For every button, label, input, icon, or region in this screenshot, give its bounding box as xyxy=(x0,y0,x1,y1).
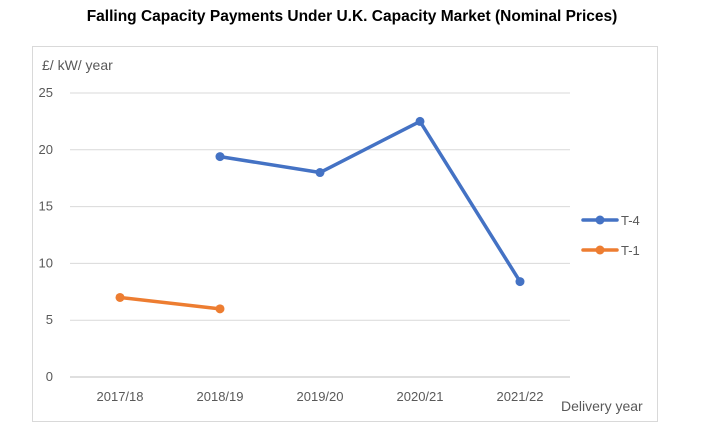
chart-frame xyxy=(32,46,658,422)
y-tick-label: 20 xyxy=(39,142,53,157)
x-axis-label: Delivery year xyxy=(561,398,643,414)
data-point-t-4 xyxy=(515,277,525,287)
series-line-t-4 xyxy=(218,119,522,284)
y-axis-label: £/ kW/ year xyxy=(42,57,113,73)
x-tick-label: 2019/20 xyxy=(297,389,344,404)
legend-marker-t-4 xyxy=(595,215,605,225)
y-tick-label: 5 xyxy=(46,312,53,327)
data-point-t-4 xyxy=(415,116,425,126)
y-tick-label: 25 xyxy=(39,85,53,100)
data-point-t-1 xyxy=(115,292,125,302)
legend-marker-t-1 xyxy=(595,245,605,255)
y-tick-label: 15 xyxy=(39,199,53,214)
data-point-t-1 xyxy=(215,304,225,314)
x-tick-label: 2021/22 xyxy=(497,389,544,404)
legend-label-t-4: T-4 xyxy=(621,213,640,228)
y-tick-label: 0 xyxy=(46,369,53,384)
x-tick-label: 2020/21 xyxy=(397,389,444,404)
x-tick-label: 2017/18 xyxy=(97,389,144,404)
y-tick-label: 10 xyxy=(39,255,53,270)
data-point-t-4 xyxy=(215,152,225,162)
legend-label-t-1: T-1 xyxy=(621,243,640,258)
data-point-t-4 xyxy=(315,168,325,178)
series-line-t-1 xyxy=(118,295,222,311)
chart-title: Falling Capacity Payments Under U.K. Cap… xyxy=(86,8,618,25)
x-tick-label: 2018/19 xyxy=(197,389,244,404)
